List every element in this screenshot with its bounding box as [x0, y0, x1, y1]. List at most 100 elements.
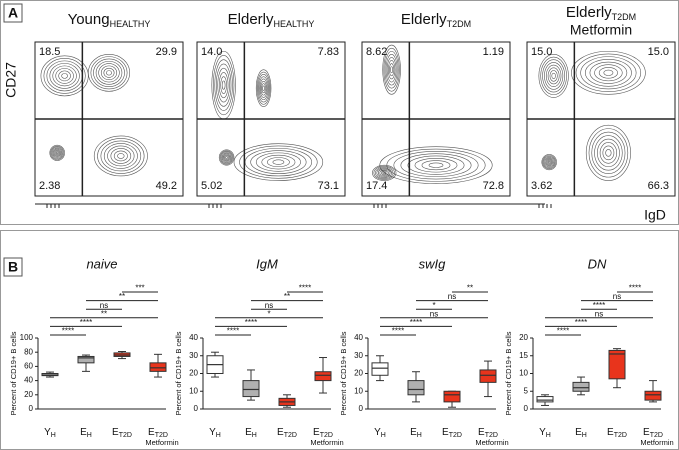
- contour: [58, 70, 71, 82]
- title-sub: T2DM: [612, 12, 637, 22]
- contour: [384, 50, 399, 89]
- contour: [599, 142, 618, 164]
- quadrant-percent: 49.2: [156, 180, 177, 192]
- quadrant-percent: 1.19: [483, 46, 504, 58]
- contour: [382, 44, 401, 95]
- x-tick-main: E: [245, 427, 252, 438]
- contour: [387, 60, 396, 80]
- significance-label: ****: [575, 318, 587, 327]
- panel-label: A: [8, 5, 18, 21]
- x-tick-main: E: [410, 427, 417, 438]
- x-tick-label: ET2D: [442, 427, 462, 439]
- y-axis-label: Percent of CD19+ B cells: [174, 331, 183, 415]
- y-tick-label: 30: [354, 351, 363, 360]
- contour: [107, 145, 135, 167]
- contour: [575, 53, 642, 92]
- x-tick-main: E: [442, 427, 449, 438]
- panel-label-box: [3, 3, 23, 23]
- contour: [383, 47, 400, 92]
- contour: [220, 76, 227, 94]
- contour: [61, 73, 68, 79]
- quadrant-percent: 14.0: [201, 46, 222, 58]
- significance-label: ****: [629, 284, 641, 293]
- box: [371, 362, 389, 376]
- contour: [51, 146, 64, 159]
- contour: [87, 54, 131, 92]
- contour: [571, 50, 646, 95]
- contour: [389, 63, 395, 77]
- x-tick-main: E: [607, 427, 614, 438]
- quadrant-percent: 72.8: [483, 180, 504, 192]
- y-tick-label: 15: [519, 351, 528, 360]
- title-main: Young: [68, 11, 110, 28]
- contour: [542, 59, 566, 93]
- y-tick-label: 40: [189, 333, 198, 342]
- significance-label: ****: [80, 318, 92, 327]
- y-tick-label: 10: [189, 386, 198, 395]
- contour: [588, 128, 629, 178]
- plot-title: ElderlyHEALTHY: [228, 11, 315, 29]
- contour: [93, 58, 125, 87]
- plot-title: YoungHEALTHY: [68, 11, 151, 29]
- contour: [256, 71, 271, 105]
- contour: [544, 157, 555, 168]
- box: [314, 371, 332, 382]
- significance-label: ****: [227, 327, 239, 336]
- contour: [97, 138, 145, 174]
- contour: [379, 146, 493, 184]
- x-tick-main: E: [148, 427, 155, 438]
- x-tick-label: ET2D: [478, 427, 498, 439]
- contour: [54, 149, 61, 157]
- x-tick-label: ET2D: [313, 427, 333, 439]
- y-tick-label: 10: [519, 369, 528, 378]
- contour: [100, 65, 118, 81]
- contour: [376, 167, 392, 179]
- contour: [217, 67, 230, 103]
- contour: [255, 152, 301, 172]
- x-tick-label: EH: [410, 427, 422, 439]
- x-tick-main: Y: [44, 427, 51, 438]
- box: [479, 369, 497, 383]
- significance-label: ****: [392, 327, 404, 336]
- contour: [55, 68, 74, 84]
- contour: [43, 58, 86, 94]
- contour: [272, 159, 285, 165]
- title-sub: HEALTHY: [110, 19, 151, 29]
- significance-label: ****: [245, 318, 257, 327]
- contour: [393, 151, 479, 180]
- x-tick-sub: H: [252, 432, 257, 439]
- contour: [546, 158, 553, 166]
- panel-label: B: [8, 259, 18, 275]
- contour: [100, 140, 142, 172]
- contour: [400, 153, 472, 178]
- contour: [103, 67, 115, 78]
- contour: [98, 63, 120, 83]
- x-tick-main: E: [80, 427, 87, 438]
- contour: [372, 164, 397, 181]
- significance-label: ns: [265, 301, 273, 310]
- x-tick-note: Metformin: [640, 438, 673, 447]
- contour: [545, 157, 554, 167]
- significance-label: **: [119, 292, 125, 301]
- contour: [220, 151, 233, 164]
- quadrant-percent: 15.0: [648, 46, 669, 58]
- contour: [103, 143, 138, 169]
- x-tick-label: YH: [374, 427, 386, 439]
- contour: [598, 67, 618, 79]
- x-tick-main: E: [313, 427, 320, 438]
- x-tick-main: Y: [374, 427, 381, 438]
- x-tick-note: Metformin: [310, 438, 343, 447]
- y-tick-label: 0: [29, 404, 34, 413]
- contour: [591, 131, 626, 174]
- x-tick-sub: H: [87, 432, 92, 439]
- x-tick-sub: T2D: [155, 432, 168, 439]
- quadrant-percent: 15.0: [531, 46, 552, 58]
- title-main: Elderly: [401, 11, 447, 28]
- title-sub: T2DM: [447, 19, 472, 29]
- x-tick-label: ET2D: [607, 427, 627, 439]
- x-tick-sub: T2D: [485, 432, 498, 439]
- contour: [224, 155, 229, 160]
- x-tick-main: Y: [209, 427, 216, 438]
- contour: [221, 152, 232, 163]
